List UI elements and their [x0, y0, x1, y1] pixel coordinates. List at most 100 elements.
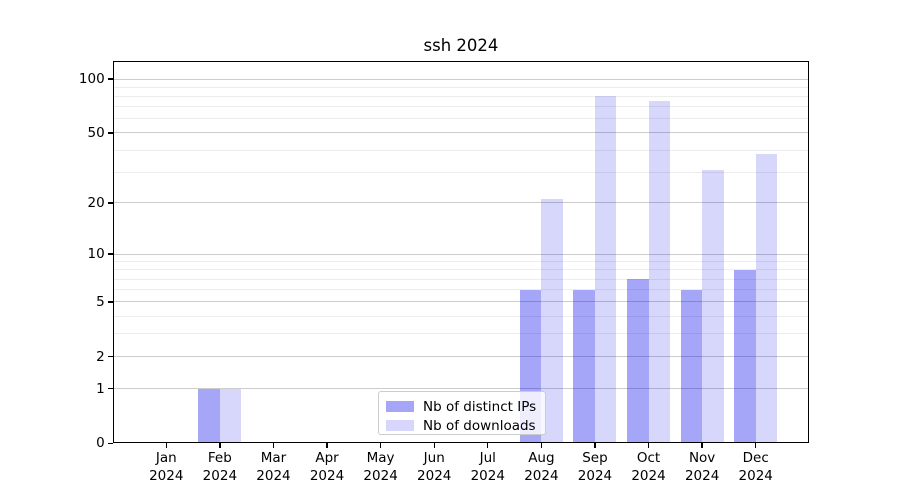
x-tick-label: Oct 2024 — [614, 450, 684, 485]
minor-gridline — [112, 171, 810, 173]
bar-downloads — [702, 169, 724, 444]
legend-item-distinct-ips: Nb of distinct IPs — [386, 397, 545, 416]
y-tick-label: 5 — [96, 293, 105, 310]
x-tick-mark — [379, 443, 382, 449]
x-tick-mark — [647, 443, 650, 449]
y-tick-mark — [107, 355, 113, 358]
x-tick-month: Jan — [155, 450, 177, 467]
x-tick-year: 2024 — [631, 467, 666, 484]
minor-gridline — [112, 149, 810, 151]
minor-gridline — [112, 118, 810, 120]
y-tick-label: 1 — [96, 380, 105, 397]
x-tick-month: Aug — [528, 450, 555, 467]
major-gridline — [112, 202, 810, 204]
x-tick-month: Mar — [260, 450, 287, 467]
legend-label-distinct-ips: Nb of distinct IPs — [423, 398, 537, 415]
x-tick-month: Sep — [582, 450, 608, 467]
y-tick-mark — [107, 132, 113, 134]
x-tick-mark — [701, 443, 703, 449]
minor-gridline — [112, 269, 810, 271]
legend-swatch-downloads — [386, 420, 414, 431]
bar-downloads — [755, 154, 778, 444]
y-tick-mark — [107, 301, 113, 303]
y-tick-label: 10 — [87, 246, 105, 263]
y-tick-mark — [107, 78, 113, 80]
x-tick-mark — [165, 443, 167, 449]
chart-title: ssh 2024 — [423, 36, 499, 55]
x-tick-mark — [326, 443, 328, 449]
x-tick-year: 2024 — [524, 467, 559, 484]
minor-gridline — [112, 106, 810, 108]
x-tick-mark — [219, 443, 221, 449]
x-tick-month: Apr — [315, 450, 339, 467]
x-tick-year: 2024 — [309, 467, 345, 484]
bar-downloads — [541, 199, 563, 444]
x-tick-label: Dec 2024 — [721, 450, 791, 485]
x-tick-mark — [594, 443, 596, 449]
x-tick-label: Jun 2024 — [399, 450, 469, 485]
x-tick-year: 2024 — [202, 467, 238, 484]
x-tick-month: Jul — [479, 450, 496, 467]
x-tick-mark — [433, 443, 435, 449]
minor-gridline — [112, 315, 810, 317]
y-tick-label: 50 — [87, 124, 105, 141]
x-tick-month: Feb — [207, 450, 232, 467]
minor-gridline — [112, 289, 810, 291]
minor-gridline — [112, 95, 810, 97]
x-tick-label: Jan 2024 — [131, 450, 201, 485]
bar-downloads — [594, 96, 617, 444]
y-tick-mark — [107, 442, 113, 444]
x-tick-year: 2024 — [470, 467, 505, 484]
bar-distinct-ips — [198, 388, 220, 444]
x-tick-month: Dec — [742, 450, 769, 467]
bar-downloads — [219, 388, 242, 444]
x-tick-mark — [755, 443, 757, 449]
bar-downloads — [648, 101, 671, 444]
y-tick-label: 20 — [87, 194, 105, 211]
bar-distinct-ips — [627, 279, 649, 444]
major-gridline — [112, 301, 810, 303]
legend: Nb of distinct IPs Nb of downloads — [378, 391, 546, 435]
major-gridline — [112, 132, 810, 134]
bar-distinct-ips — [573, 289, 595, 444]
x-tick-label: Nov 2024 — [667, 450, 737, 485]
x-tick-year: 2024 — [684, 467, 720, 484]
minor-gridline — [112, 86, 810, 88]
x-tick-label: May 2024 — [346, 450, 416, 485]
x-tick-label: Mar 2024 — [238, 450, 308, 485]
legend-swatch-distinct-ips — [386, 401, 414, 412]
x-tick-month: Oct — [636, 450, 661, 467]
x-tick-label: Feb 2024 — [185, 450, 255, 485]
y-tick-label: 2 — [96, 348, 105, 365]
x-tick-mark — [487, 443, 489, 449]
x-tick-month: Nov — [688, 450, 716, 467]
x-tick-mark — [540, 443, 543, 449]
major-gridline — [112, 388, 810, 390]
x-tick-label: Apr 2024 — [292, 450, 362, 485]
legend-item-downloads: Nb of downloads — [386, 416, 545, 435]
x-tick-mark — [272, 443, 275, 449]
bar-distinct-ips — [680, 289, 703, 444]
y-tick-mark — [107, 253, 113, 255]
x-tick-month: Jun — [423, 450, 445, 467]
x-tick-year: 2024 — [363, 467, 398, 484]
x-tick-label: Aug 2024 — [506, 450, 576, 485]
y-tick-mark — [107, 387, 113, 390]
legend-label-downloads: Nb of downloads — [423, 417, 536, 434]
x-tick-label: Jul 2024 — [453, 450, 523, 485]
bar-distinct-ips — [734, 269, 756, 444]
x-tick-label: Sep 2024 — [560, 450, 630, 485]
x-tick-year: 2024 — [256, 467, 291, 484]
major-gridline — [112, 78, 810, 80]
y-tick-mark — [107, 202, 113, 204]
minor-gridline — [112, 278, 810, 280]
major-gridline — [112, 253, 810, 255]
x-tick-year: 2024 — [417, 467, 452, 484]
y-tick-label: 0 — [96, 435, 105, 452]
minor-gridline — [112, 333, 810, 335]
x-tick-year: 2024 — [149, 467, 184, 484]
major-gridline — [112, 356, 810, 358]
